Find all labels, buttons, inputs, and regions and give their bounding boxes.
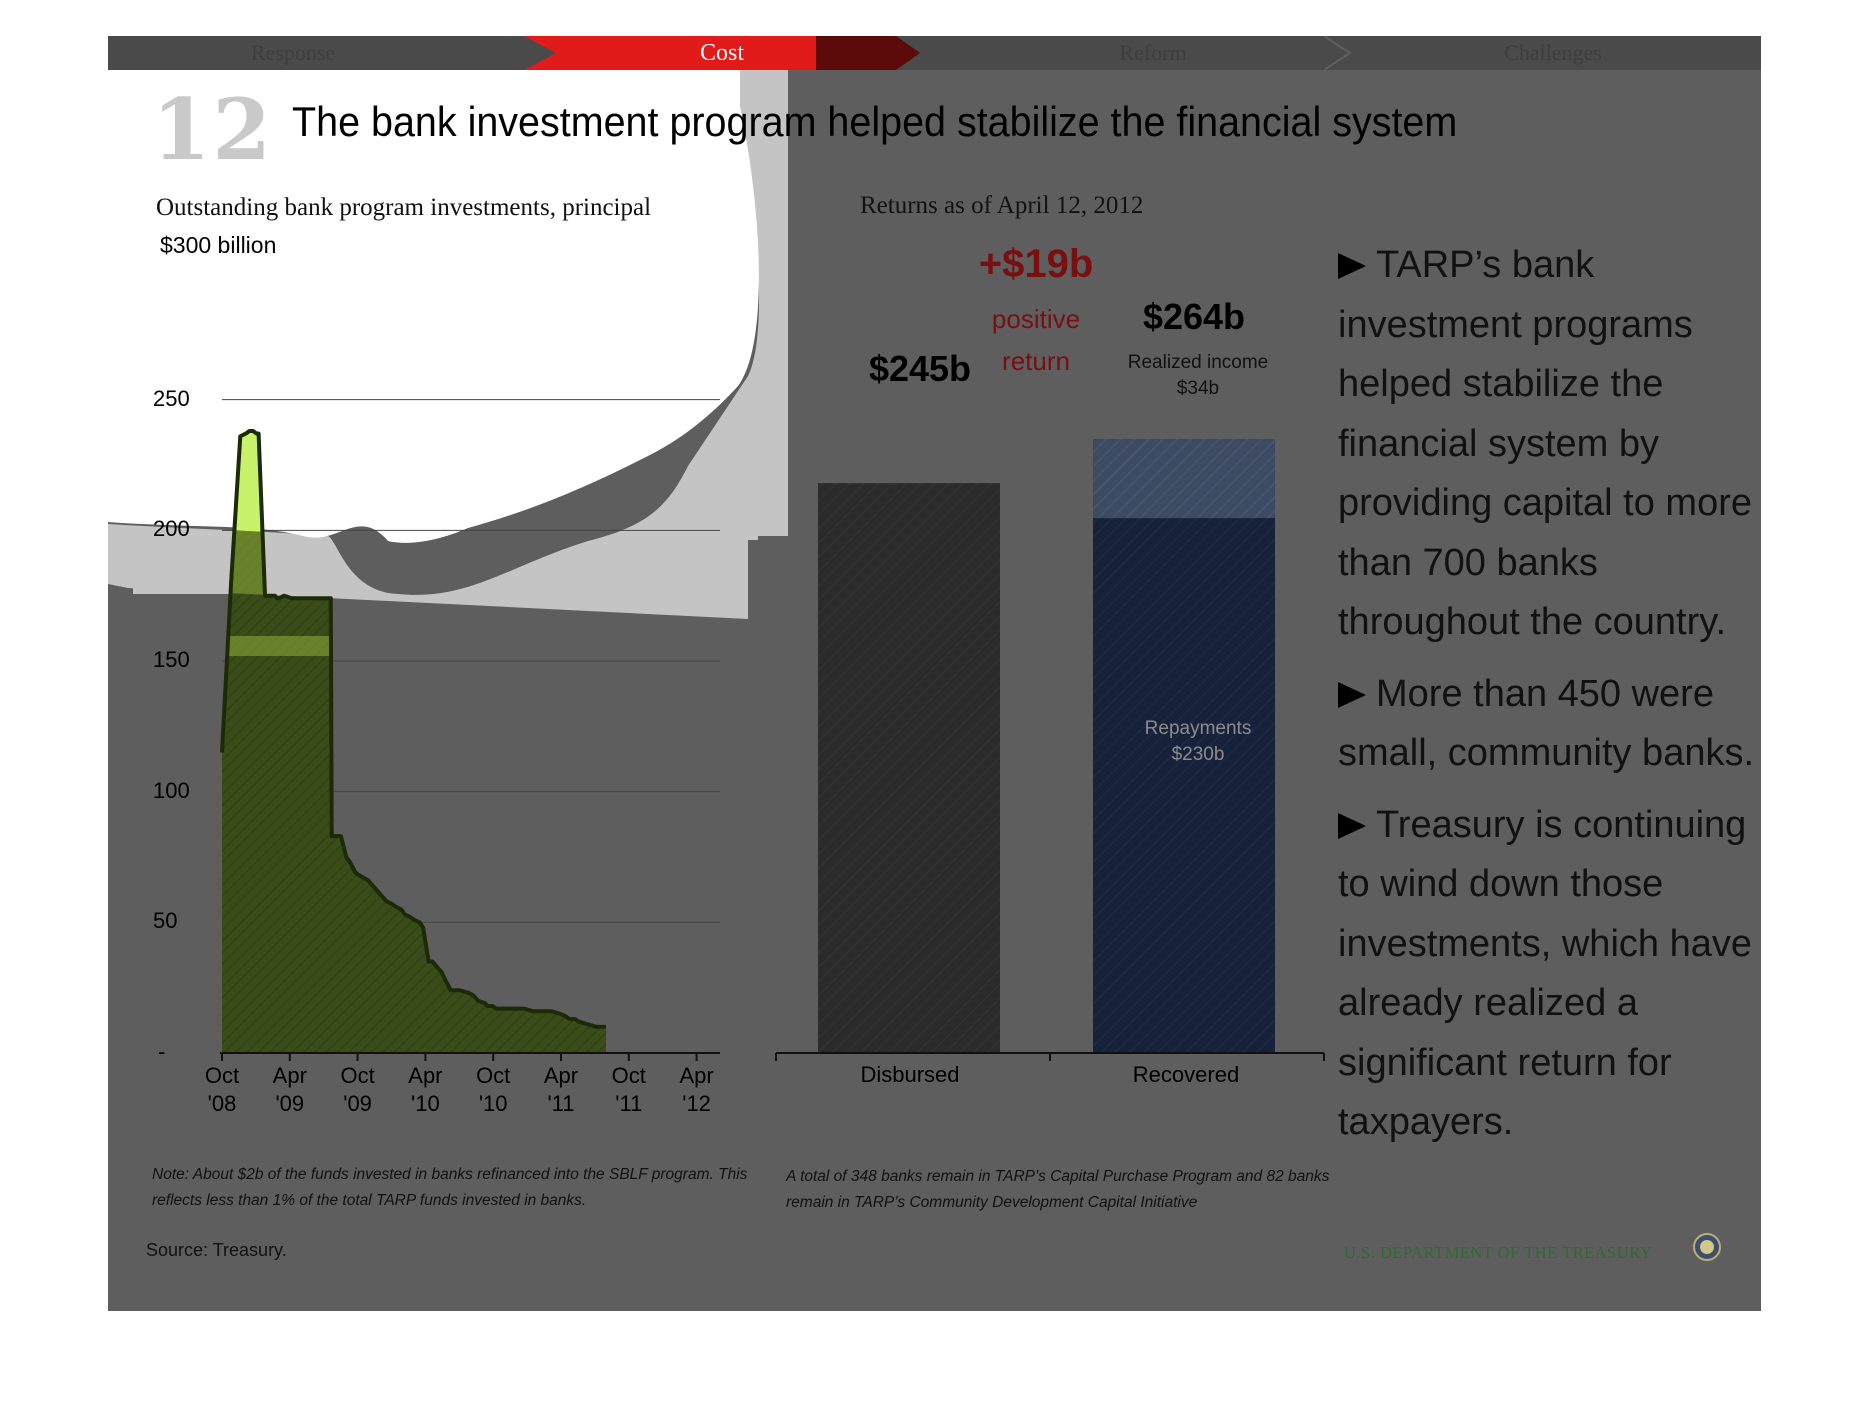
area-chart <box>220 399 720 1061</box>
bullet-triangle-icon <box>1338 812 1366 839</box>
y-tick-label: 150 <box>153 647 190 672</box>
x-tick-label: Oct '09 <box>340 1063 375 1116</box>
area-series-fill <box>222 431 606 1053</box>
bar-category-recovered: Recovered <box>1132 1062 1240 1087</box>
section-nav: Response Cost Reform Challenges <box>108 36 1761 70</box>
nav-tab-response[interactable]: Response <box>250 40 336 65</box>
y-tick-label: 250 <box>153 385 190 411</box>
left-chart-subtitle: Outstanding bank program investments, pr… <box>156 194 652 221</box>
footer-brand: U.S. DEPARTMENT OF THE TREASURY <box>1344 1243 1653 1262</box>
bar-chart <box>775 438 1325 1061</box>
slide-number: 12 <box>152 80 273 179</box>
disbursed-total-label: $245b <box>868 348 972 389</box>
right-note: A total of 348 banks remain in TARP’s Ca… <box>786 1168 1330 1211</box>
bar-disbursed <box>818 483 1000 1053</box>
y-tick-label: 100 <box>153 777 190 803</box>
recovered-total-label: $264b <box>1142 296 1246 337</box>
bullet-triangle-icon <box>1338 253 1366 279</box>
slide: Response Cost Reform Challenges 12 The b… <box>108 36 1761 1311</box>
bar-category-disbursed: Disbursed <box>860 1062 960 1087</box>
x-tick-label: Oct '11 <box>611 1063 646 1116</box>
source-label: Source: Treasury. <box>146 1240 287 1260</box>
x-tick-label: Oct '10 <box>476 1063 511 1116</box>
right-chart-subtitle: Returns as of April 12, 2012 <box>860 192 1144 219</box>
x-tick-label: Apr '09 <box>272 1063 307 1116</box>
page-title: The bank investment program helped stabi… <box>292 98 1458 145</box>
nav-tab-reform[interactable]: Reform <box>1119 40 1187 65</box>
bullet-triangle-icon <box>1338 681 1366 708</box>
bar-recovered-realized-income <box>1093 438 1275 519</box>
key-points: TARP’s bank investment programs helped s… <box>1338 236 1758 1165</box>
y-axis-unit-label: $300 billion <box>160 232 277 258</box>
bullet-item: TARP’s bank investment programs helped s… <box>1338 244 1752 643</box>
realized-income-label: Realized income $34b <box>1127 352 1269 399</box>
x-tick-label: Apr '12 <box>679 1063 714 1116</box>
nav-tab-cost[interactable]: Cost <box>524 36 920 70</box>
left-note: Note: About $2b of the funds invested in… <box>152 1166 748 1209</box>
treasury-seal-icon <box>1693 1233 1721 1261</box>
nav-active-arrow <box>524 36 920 70</box>
x-tick-label: Apr '11 <box>543 1063 579 1116</box>
x-tick-label: Apr '10 <box>408 1063 443 1116</box>
x-tick-label: Oct '08 <box>204 1063 240 1116</box>
bullet-item: More than 450 were small, community bank… <box>1338 672 1755 774</box>
area-series-line <box>220 429 606 1029</box>
background-overlay <box>108 70 788 619</box>
nav-tab-challenges[interactable]: Challenges <box>1504 40 1602 65</box>
positive-return-caption: positive return <box>991 304 1081 376</box>
nav-separator-icon <box>1324 36 1352 70</box>
positive-return-value: +$19b <box>978 242 1094 286</box>
bar-recovered-repayments <box>1093 518 1275 1053</box>
y-tick-label: 50 <box>153 908 178 934</box>
y-tick-label: - <box>158 1039 166 1064</box>
bullet-item: Treasury is continuing to wind down thos… <box>1338 803 1752 1143</box>
nav-tab-cost-label: Cost <box>699 40 744 66</box>
y-tick-label: 200 <box>153 516 190 542</box>
repayments-label: Repayments $230b <box>1144 718 1252 765</box>
